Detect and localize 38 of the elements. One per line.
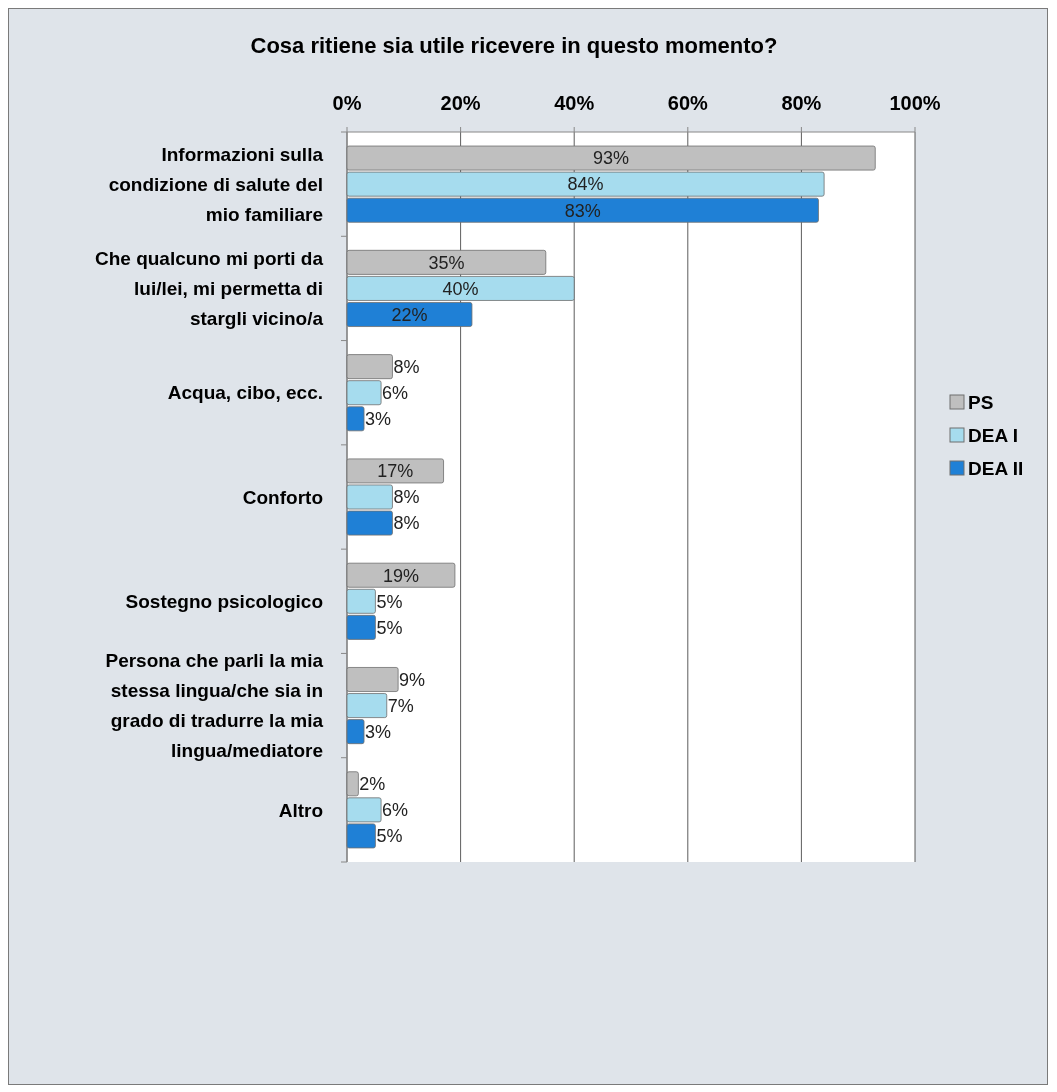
y-tick-label: Che qualcuno mi porti da lui/lei, mi permetta di stargli vicino/a bbox=[94, 248, 324, 330]
data-label: 8% bbox=[393, 513, 420, 534]
data-label: 84% bbox=[567, 174, 604, 195]
data-label: 35% bbox=[428, 252, 465, 273]
y-tick-label: Sostegno psicologico bbox=[125, 590, 323, 612]
x-tick-label: 0% bbox=[332, 92, 362, 114]
data-label: 3% bbox=[365, 409, 392, 430]
data-label: 6% bbox=[382, 800, 409, 821]
data-label: 7% bbox=[387, 695, 414, 716]
x-tick-label: 60% bbox=[667, 92, 709, 114]
data-label: 6% bbox=[382, 383, 409, 404]
data-label: 19% bbox=[382, 565, 419, 586]
legend-label: DEA II bbox=[968, 457, 1024, 479]
data-label: 5% bbox=[376, 617, 403, 638]
data-label: 8% bbox=[393, 487, 420, 508]
x-tick-label: 80% bbox=[781, 92, 822, 114]
data-label: 8% bbox=[393, 356, 420, 377]
chart-title: Cosa ritiene sia utile ricevere in questo momento? bbox=[250, 33, 778, 58]
y-tick-label: Altro bbox=[278, 799, 323, 821]
data-label: 40% bbox=[442, 278, 479, 299]
y-tick-label: Conforto bbox=[242, 486, 323, 508]
y-tick-label: Informazioni sulla condizione di salute del mio familiare bbox=[108, 143, 324, 225]
data-label: 17% bbox=[377, 461, 414, 482]
x-tick-label: 20% bbox=[440, 92, 481, 114]
legend-label: DEA I bbox=[968, 424, 1018, 446]
data-label: 22% bbox=[391, 304, 428, 325]
data-label: 3% bbox=[365, 721, 392, 742]
y-tick-label: Acqua, cibo, ecc. bbox=[167, 382, 323, 404]
data-label: 93% bbox=[593, 148, 630, 169]
x-tick-label: 100% bbox=[889, 92, 941, 114]
y-tick-label: Persona che parli la mia stessa lingua/che sia in grado di tradurre la mia lingua/mediatore bbox=[105, 650, 324, 762]
data-label: 2% bbox=[359, 774, 386, 795]
legend-label: PS bbox=[968, 391, 994, 413]
data-label: 9% bbox=[399, 669, 426, 690]
x-tick-label: 40% bbox=[554, 92, 595, 114]
data-label: 83% bbox=[564, 200, 601, 221]
data-label: 5% bbox=[376, 826, 403, 847]
data-label: 5% bbox=[376, 591, 403, 612]
